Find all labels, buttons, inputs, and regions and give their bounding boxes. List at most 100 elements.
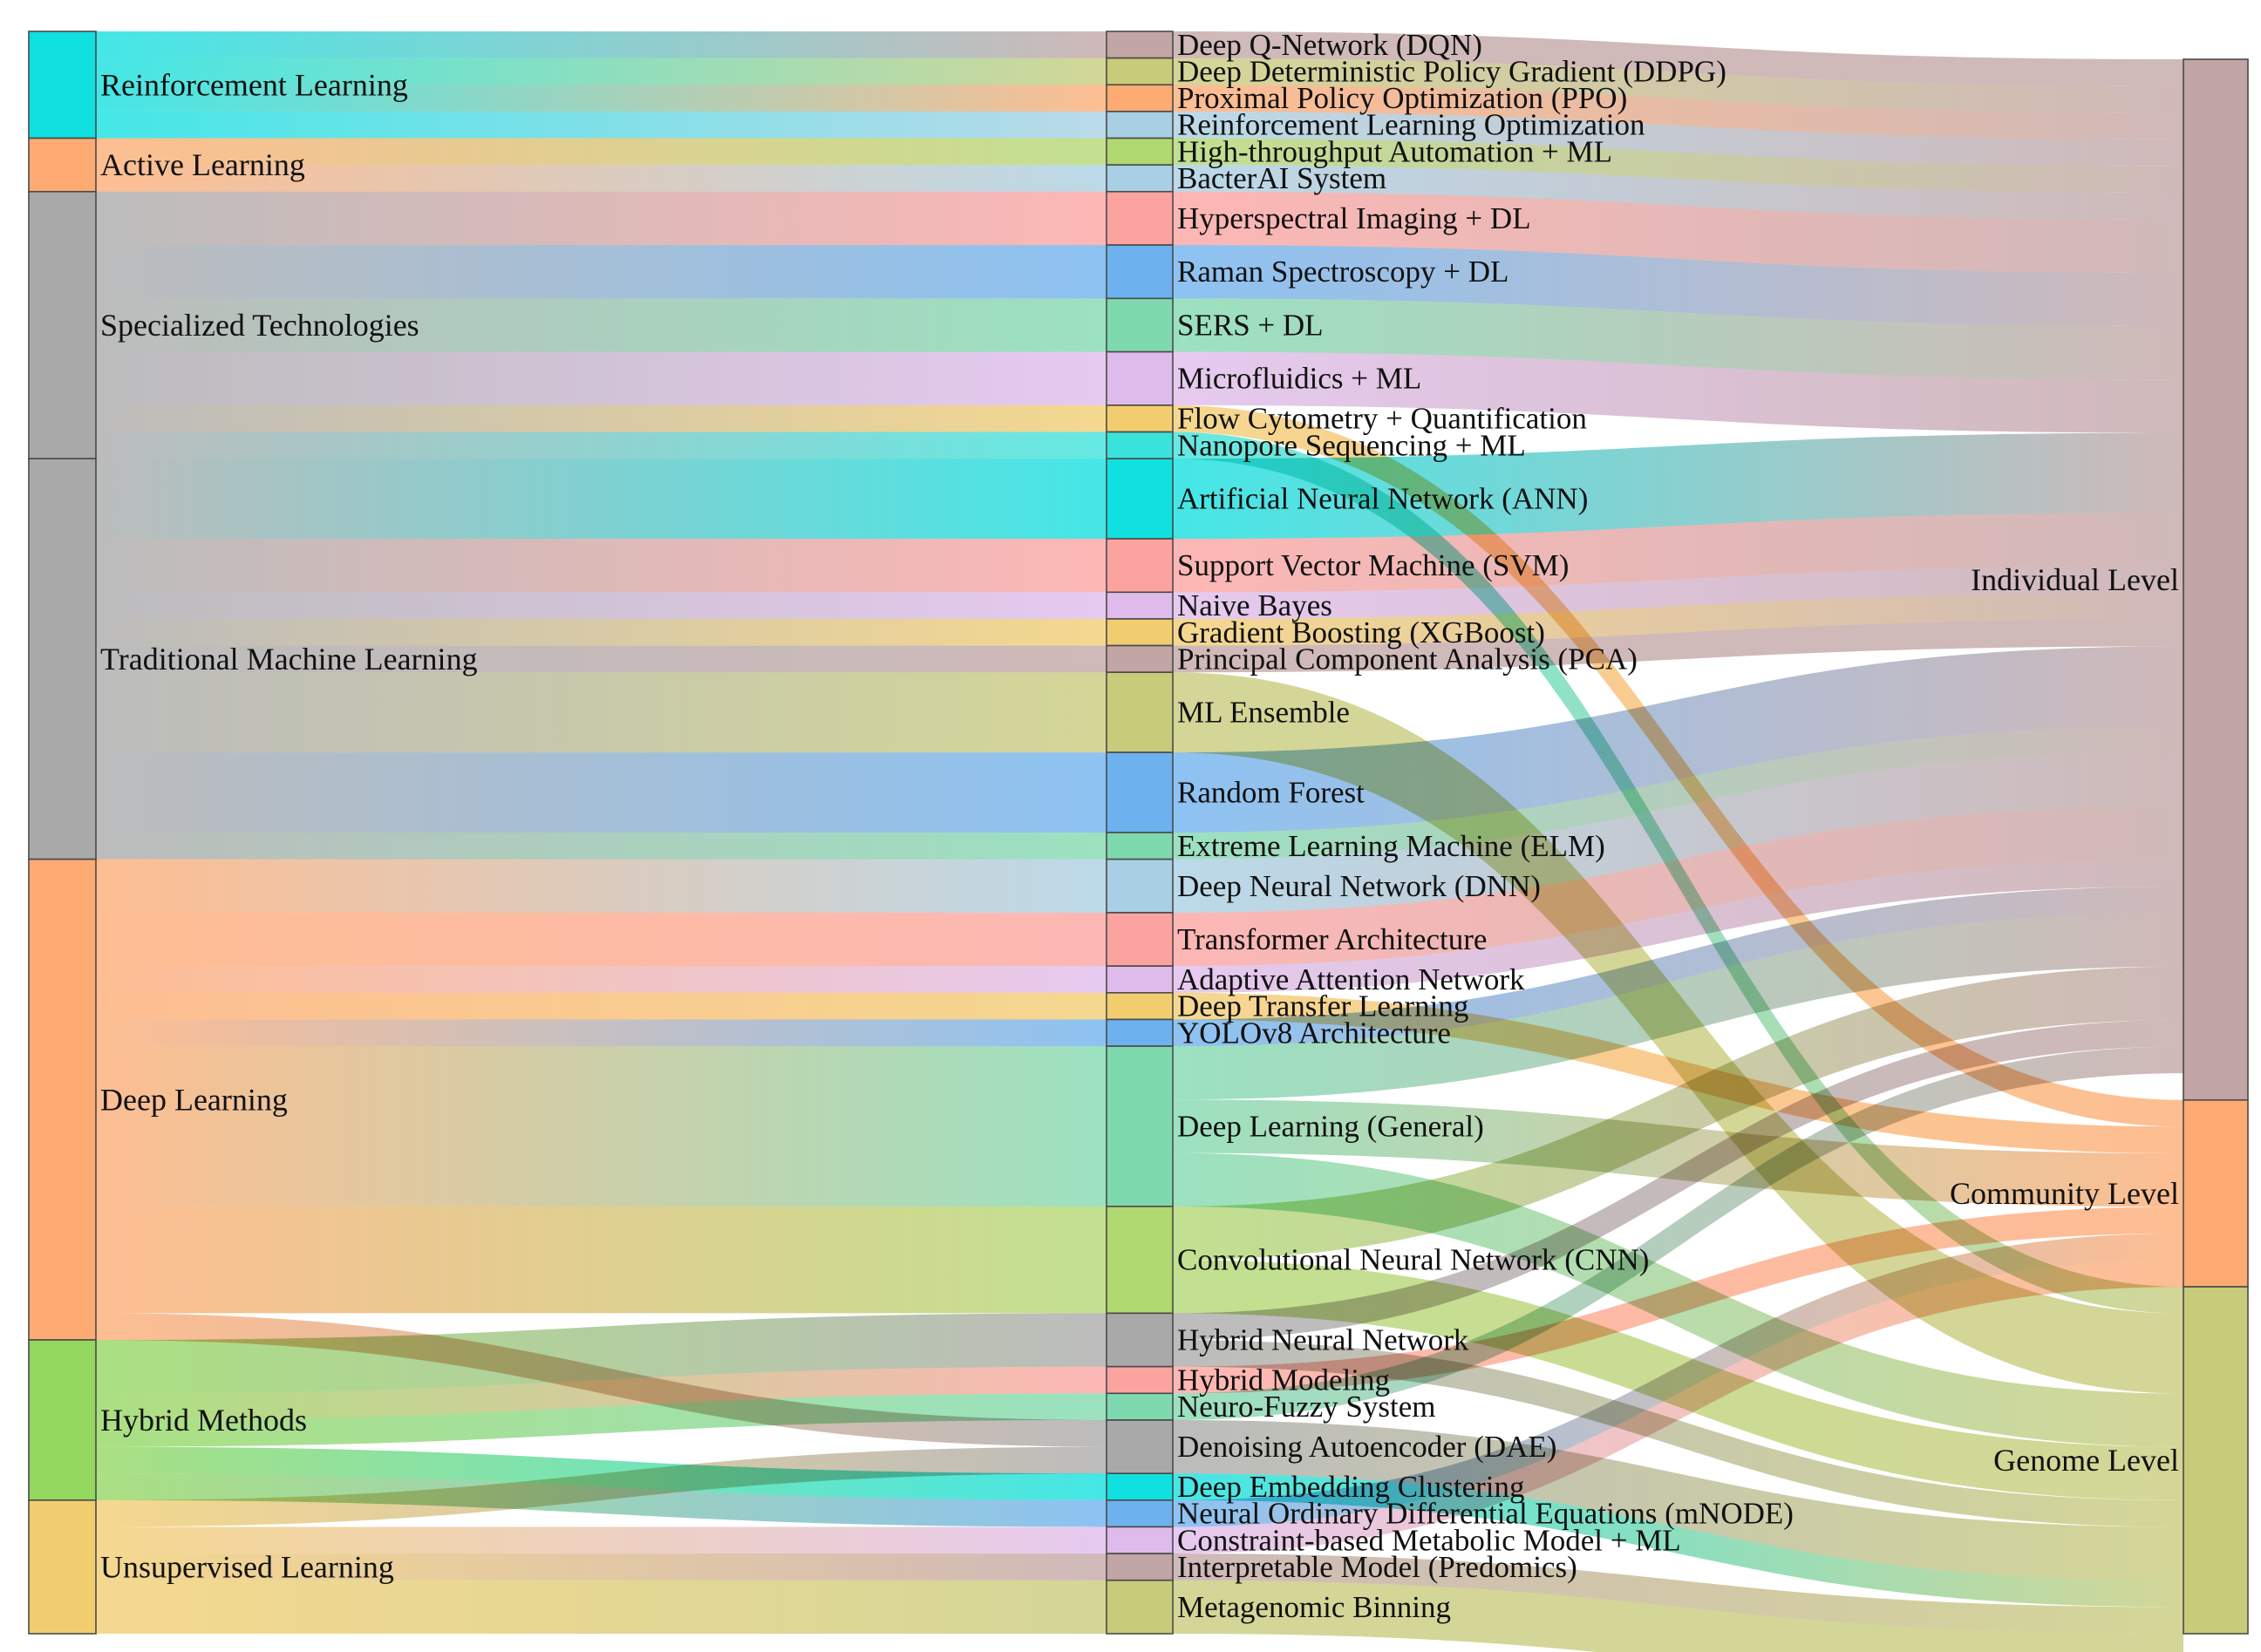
node-dnn: [1106, 858, 1174, 914]
node-cbm: [1106, 1526, 1174, 1554]
label-gen: Genome Level: [1993, 1443, 2179, 1478]
nodes-layer: [28, 31, 2249, 1635]
node-com: [2183, 1098, 2249, 1288]
links-layer: [96, 31, 2183, 1652]
label-elm: Extreme Learning Machine (ELM): [1177, 829, 1605, 863]
link-dqn-to-ind: [1173, 31, 2183, 86]
node-nano: [1106, 431, 1174, 459]
link-sers-to-ind: [1173, 298, 2183, 380]
link-svm-to-ind: [1173, 513, 2183, 593]
link-nb-to-ind: [1173, 566, 2183, 619]
link-ul-to-mb: [96, 1580, 1107, 1634]
node-ppo: [1106, 84, 1174, 112]
labels-layer: Reinforcement Learning Active Learning Spe…: [100, 28, 2179, 1624]
link-dlg-to-ind: [1173, 913, 2183, 1100]
link-dl-to-dlg: [96, 1046, 1107, 1207]
label-yolo: YOLOv8 Architecture: [1177, 1016, 1451, 1050]
link-hsi-to-ind: [1173, 191, 2183, 273]
node-yolo: [1106, 1018, 1174, 1047]
label-nfs: Neuro-Fuzzy System: [1177, 1390, 1435, 1424]
link-rl-to-ppo: [96, 85, 1107, 112]
node-mf: [1106, 350, 1174, 406]
link-hm-to-hnn: [96, 1313, 1107, 1394]
node-ens: [1106, 671, 1174, 753]
label-ann: Artificial Neural Network (ANN): [1177, 482, 1588, 516]
label-bai: BacterAI System: [1177, 161, 1386, 195]
link-elm-to-ind: [1173, 726, 2183, 860]
link-pca-to-ind: [1173, 619, 2183, 673]
link-dnn-to-ind: [1173, 752, 2183, 913]
link-tml-to-rf: [96, 752, 1107, 833]
link-rf-to-ind: [1173, 646, 2183, 833]
node-rlo: [1106, 111, 1174, 139]
link-xgb-to-ind: [1173, 593, 2183, 646]
node-ul: [28, 1499, 97, 1635]
node-dqn: [1106, 31, 1174, 59]
node-rl: [28, 31, 97, 139]
link-tml-to-xgb: [96, 618, 1107, 646]
label-ind: Individual Level: [1971, 562, 2179, 597]
node-raman: [1106, 244, 1174, 300]
link-dl-to-yolo: [96, 1019, 1107, 1047]
link-mf-to-ind: [1173, 351, 2183, 433]
label-aan: Adaptive Attention Network: [1177, 962, 1525, 996]
label-trans: Transformer Architecture: [1177, 922, 1487, 956]
label-hm: Hybrid Methods: [100, 1403, 307, 1438]
link-bai-to-ind: [1173, 165, 2183, 220]
label-dqn: Deep Q-Network (DQN): [1177, 28, 1482, 62]
link-pred-to-gen: [1173, 1553, 2183, 1634]
node-tml: [28, 458, 97, 860]
link-ann-to-ind: [1173, 432, 2183, 540]
label-hmod: Hybrid Modeling: [1177, 1363, 1390, 1397]
label-nb: Naive Bayes: [1177, 588, 1332, 622]
link-hnn-to-ind: [1173, 1019, 2183, 1341]
link-hnn-to-gen: [1173, 1340, 2183, 1527]
label-cnn: Convolutional Neural Network (CNN): [1177, 1243, 1649, 1277]
label-dnn: Deep Neural Network (DNN): [1177, 869, 1541, 903]
link-al-to-bai: [96, 165, 1107, 192]
link-aan-to-ind: [1173, 860, 2183, 993]
node-hnn: [1106, 1312, 1174, 1368]
link-st-to-fc: [96, 405, 1107, 432]
label-hta: High-throughput Automation + ML: [1177, 134, 1612, 168]
link-hm-to-hmod: [96, 1366, 1107, 1420]
node-dae: [1106, 1419, 1174, 1475]
link-al-to-hta: [96, 138, 1107, 166]
label-hsi: Hyperspectral Imaging + DL: [1177, 201, 1531, 235]
link-ul-to-cbm: [96, 1526, 1107, 1554]
node-trans: [1106, 912, 1174, 967]
label-ul: Unsupervised Learning: [100, 1549, 394, 1584]
label-al: Active Learning: [100, 147, 305, 182]
node-al: [28, 137, 97, 193]
node-pred: [1106, 1553, 1174, 1581]
node-hsi: [1106, 191, 1174, 246]
node-xgb: [1106, 618, 1174, 647]
node-bai: [1106, 164, 1174, 193]
link-mnode-to-com: [1173, 1233, 2183, 1527]
link-cbm-to-com: [1173, 1260, 2183, 1554]
link-hm-to-nfs: [96, 1393, 1107, 1447]
link-tml-to-svm: [96, 539, 1107, 593]
link-hmod-to-com: [1173, 1207, 2183, 1394]
link-dl-to-dtl: [96, 992, 1107, 1020]
node-ann: [1106, 458, 1174, 540]
label-mf: Microfluidics + ML: [1177, 362, 1421, 396]
label-dae: Denoising Autoencoder (DAE): [1177, 1430, 1556, 1464]
link-rlo-to-ind: [1173, 111, 2183, 167]
node-nfs: [1106, 1392, 1174, 1421]
link-yolo-to-ind: [1173, 886, 2183, 1047]
label-mnode: Neural Ordinary Differential Equations (…: [1177, 1497, 1794, 1531]
label-pred: Interpretable Model (Predomics): [1177, 1550, 1577, 1584]
link-nfs-to-ind: [1173, 1046, 2183, 1420]
link-ul-to-pred: [96, 1553, 1107, 1581]
link-dae-to-gen: [1173, 1419, 2183, 1581]
link-ppo-to-ind: [1173, 85, 2183, 139]
link-mb-to-gen: [1173, 1580, 2183, 1652]
node-sers: [1106, 297, 1174, 353]
link-rl-to-dqn: [96, 31, 1107, 58]
label-dlg: Deep Learning (General): [1177, 1109, 1484, 1143]
label-rf: Random Forest: [1177, 776, 1365, 810]
label-ddpg: Deep Deterministic Policy Gradient (DDPG…: [1177, 54, 1726, 88]
node-pca: [1106, 644, 1174, 673]
link-hm-to-dec: [96, 1446, 1107, 1500]
